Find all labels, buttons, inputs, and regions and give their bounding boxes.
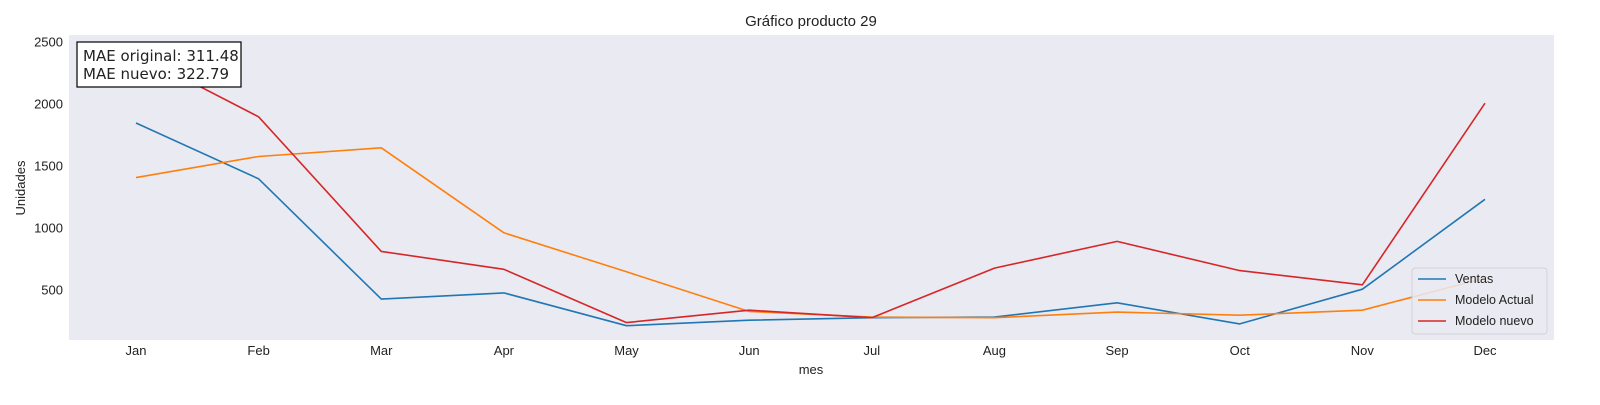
series-line — [135, 122, 1486, 327]
x-axis-label: mes — [799, 362, 824, 377]
y-tick-label: 500 — [41, 282, 63, 297]
x-tick-label: Dec — [1473, 343, 1497, 358]
x-axis-ticks: Jan Feb Mar Apr May Jun Jul Aug Sep Oct Nov Dec — [126, 343, 1498, 358]
y-tick-label: 1500 — [34, 158, 63, 173]
x-tick-label: Jan — [126, 343, 147, 358]
chart-title: Gráfico producto 29 — [745, 13, 877, 30]
series-lines — [135, 52, 1486, 327]
series-line — [135, 52, 1486, 324]
x-tick-label: Aug — [983, 343, 1006, 358]
legend-label: Ventas — [1455, 272, 1493, 286]
plot-area — [69, 35, 1554, 340]
legend-label: Modelo Actual — [1455, 293, 1534, 307]
y-axis-label: Unidades — [13, 160, 28, 215]
x-tick-label: Jul — [864, 343, 881, 358]
y-tick-label: 2000 — [34, 96, 63, 111]
annotation-mae-nuevo: MAE nuevo: 322.79 — [83, 65, 229, 83]
annotation-box: MAE original: 311.48 MAE nuevo: 322.79 — [76, 41, 242, 88]
x-tick-label: Jun — [739, 343, 760, 358]
x-tick-label: Nov — [1351, 343, 1375, 358]
annotation-mae-original: MAE original: 311.48 — [83, 47, 239, 65]
x-tick-label: Apr — [494, 343, 515, 358]
legend: Ventas Modelo Actual Modelo nuevo — [1411, 267, 1548, 335]
y-tick-label: 2500 — [34, 34, 63, 49]
y-tick-label: 1000 — [34, 220, 63, 235]
legend-label: Modelo nuevo — [1455, 314, 1534, 328]
x-tick-label: May — [614, 343, 639, 358]
x-tick-label: Sep — [1106, 343, 1129, 358]
x-tick-label: Oct — [1230, 343, 1251, 358]
x-tick-label: Feb — [247, 343, 269, 358]
y-axis-ticks: 500 1000 1500 2000 2500 — [34, 34, 63, 297]
x-tick-label: Mar — [370, 343, 393, 358]
